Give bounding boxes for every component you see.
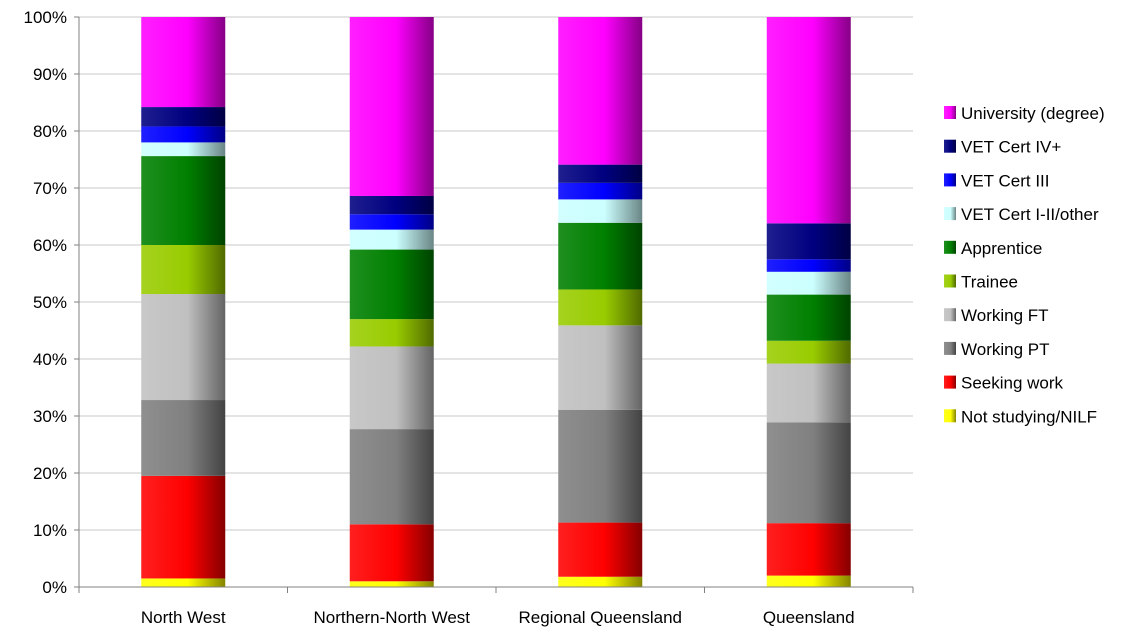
y-tick-label: 60% <box>33 236 67 255</box>
legend-swatch <box>944 341 956 355</box>
bar-segment-trainee <box>349 319 434 347</box>
bar-segment-seeking-work <box>349 524 434 582</box>
bar-segment-working-ft <box>349 346 434 430</box>
bar-segment-vet-cert-i-ii-other <box>766 271 851 295</box>
bar-segment-vet-cert-i-ii-other <box>558 199 643 223</box>
y-tick-label: 20% <box>33 464 67 483</box>
legend-label: Working PT <box>961 340 1050 359</box>
bar-stack-regional-queensland <box>558 17 643 587</box>
y-tick-label: 100% <box>24 8 67 27</box>
bar-segment-working-pt <box>766 422 851 524</box>
legend: University (degree) VET Cert IV+ VET Cert … <box>944 104 1105 426</box>
legend-label: VET Cert III <box>961 171 1050 190</box>
bar-segment-working-ft <box>558 325 643 410</box>
legend-item-seeking-work: Seeking work <box>944 374 1064 393</box>
bar-segment-university-degree <box>558 17 643 165</box>
legend-swatch <box>944 139 956 153</box>
bar-segment-working-pt <box>141 400 226 476</box>
legend-label: Working FT <box>961 306 1049 325</box>
legend-item-university-degree: University (degree) <box>944 104 1105 123</box>
y-tick-label: 0% <box>42 578 67 597</box>
legend-label: Trainee <box>961 273 1018 292</box>
bar-segment-working-ft <box>766 363 851 423</box>
legend-swatch <box>944 173 956 187</box>
bar-segment-apprentice <box>349 249 434 320</box>
bar-segment-trainee <box>558 289 643 326</box>
bar-segment-vet-cert-i-ii-other <box>349 229 434 250</box>
bar-segment-vet-cert-iv <box>558 164 643 183</box>
bar-segment-vet-cert-iv <box>766 223 851 260</box>
bar-stack-northern-north-west <box>349 17 434 587</box>
legend-label: Apprentice <box>961 239 1042 258</box>
bar-segment-apprentice <box>558 222 643 290</box>
legend-swatch <box>944 308 956 322</box>
bar-stack-queensland <box>766 17 851 587</box>
bar-stack-north-west <box>141 17 226 587</box>
y-tick-label: 40% <box>33 350 67 369</box>
legend-swatch <box>944 240 956 254</box>
legend-item-vet-cert-iv: VET Cert IV+ <box>944 138 1061 157</box>
legend-label: Seeking work <box>961 374 1064 393</box>
x-tick-label: Northern-North West <box>313 608 470 627</box>
bar-segment-vet-cert-iv <box>141 107 226 127</box>
bar-segment-working-pt <box>558 409 643 523</box>
bar-segment-university-degree <box>141 17 226 108</box>
bar-segment-apprentice <box>766 294 851 341</box>
bar-segment-vet-cert-iii <box>766 259 851 272</box>
bar-segment-vet-cert-iii <box>141 126 226 143</box>
y-tick-label: 90% <box>33 65 67 84</box>
bar-segment-seeking-work <box>141 475 226 579</box>
bar-segment-university-degree <box>766 17 851 224</box>
x-tick-label: Queensland <box>763 608 855 627</box>
bar-segment-not-studying-nilf <box>349 581 434 587</box>
legend-swatch <box>944 409 956 423</box>
bar-segment-vet-cert-iv <box>349 195 434 215</box>
legend-swatch <box>944 207 956 221</box>
legend-label: VET Cert I-II/other <box>961 205 1099 224</box>
bar-segment-not-studying-nilf <box>766 575 851 587</box>
x-axis: North West Northern-North West Regional Qu… <box>78 587 914 627</box>
y-tick-label: 80% <box>33 122 67 141</box>
bar-segment-vet-cert-i-ii-other <box>141 142 226 157</box>
y-tick-label: 70% <box>33 179 67 198</box>
x-tick-label: Regional Queensland <box>518 608 682 627</box>
bar-segment-seeking-work <box>558 522 643 577</box>
bar-segment-vet-cert-iii <box>558 182 643 200</box>
legend-swatch <box>944 274 956 288</box>
y-axis: 0% 10% 20% 30% 40% 50% 60% 70% 80% 90% 100% <box>24 8 79 597</box>
bar-segment-trainee <box>141 245 226 295</box>
bar-segment-apprentice <box>141 156 226 245</box>
legend-item-working-pt: Working PT <box>944 340 1050 359</box>
y-tick-label: 30% <box>33 407 67 426</box>
bars <box>141 17 851 587</box>
bar-segment-not-studying-nilf <box>141 578 226 587</box>
legend-item-trainee: Trainee <box>944 273 1018 292</box>
bar-segment-working-pt <box>349 429 434 525</box>
y-tick-label: 10% <box>33 521 67 540</box>
legend-swatch <box>944 106 956 119</box>
legend-item-not-studying-nilf: Not studying/NILF <box>944 407 1097 426</box>
legend-item-vet-cert-iii: VET Cert III <box>944 171 1050 190</box>
legend-item-vet-cert-i-ii-other: VET Cert I-II/other <box>944 205 1099 224</box>
legend-label: University (degree) <box>961 104 1105 123</box>
x-tick-label: North West <box>141 608 226 627</box>
bar-segment-seeking-work <box>766 523 851 576</box>
legend-label: Not studying/NILF <box>961 407 1097 426</box>
legend-item-apprentice: Apprentice <box>944 239 1042 258</box>
bar-segment-working-ft <box>141 294 226 401</box>
bar-segment-not-studying-nilf <box>558 576 643 587</box>
legend-item-working-ft: Working FT <box>944 306 1049 325</box>
bar-segment-vet-cert-iii <box>349 214 434 230</box>
legend-label: VET Cert IV+ <box>961 138 1061 157</box>
legend-swatch <box>944 375 956 389</box>
bar-segment-university-degree <box>349 17 434 196</box>
bar-segment-trainee <box>766 340 851 364</box>
y-tick-label: 50% <box>33 293 67 312</box>
